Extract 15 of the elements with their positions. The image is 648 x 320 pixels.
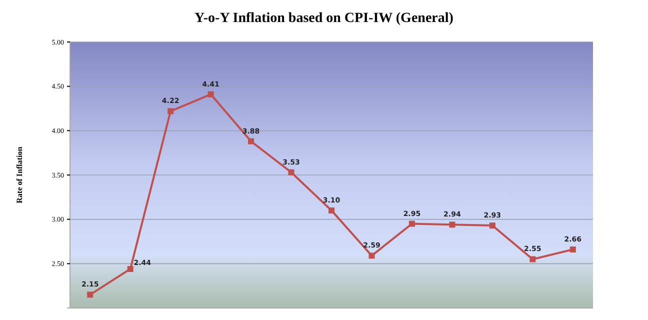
- point: [87, 292, 94, 298]
- point: [408, 220, 415, 227]
- point: [248, 138, 254, 144]
- chart-title: Y-o-Y Inflation based on CPI-IW (General): [194, 11, 454, 26]
- point: [208, 91, 214, 98]
- point: [328, 207, 334, 214]
- point: [288, 169, 294, 176]
- y-axis-title: Rate of Inflation: [15, 146, 24, 204]
- point: [530, 256, 536, 262]
- point: [127, 266, 134, 272]
- point: [449, 222, 456, 228]
- point: [368, 252, 375, 259]
- point: [489, 222, 496, 229]
- point: [168, 108, 174, 114]
- point: [570, 246, 576, 252]
